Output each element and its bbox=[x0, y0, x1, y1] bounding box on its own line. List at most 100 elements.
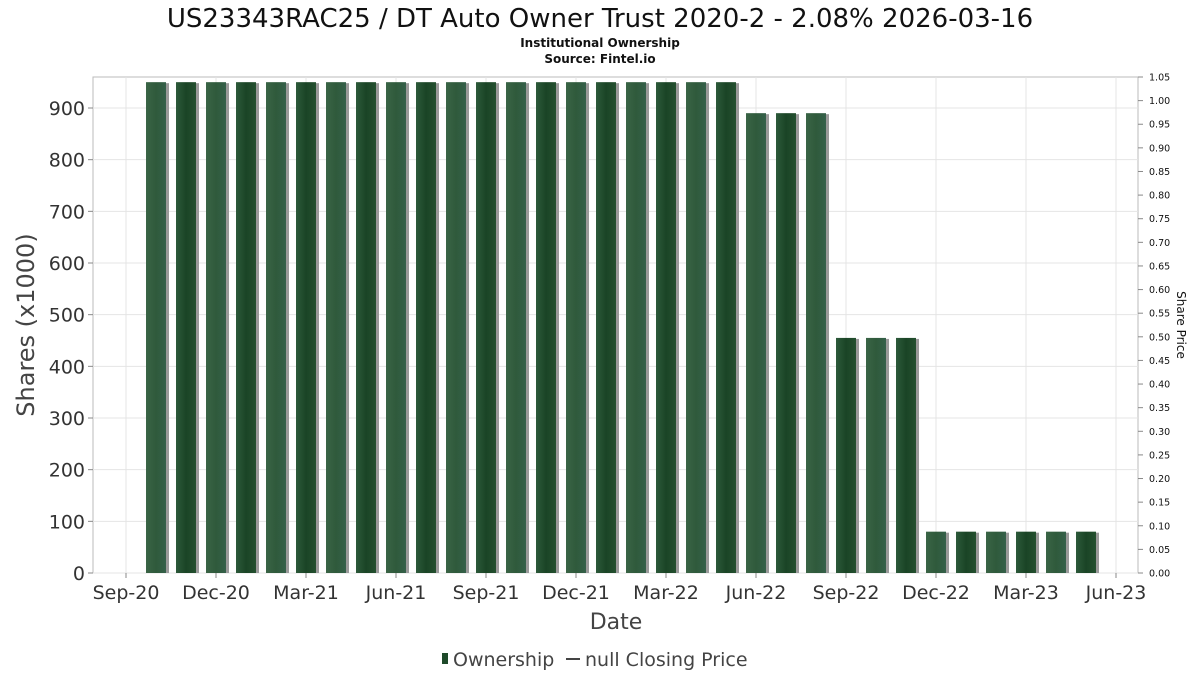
secondary-y-axis: 0.00 0.05 0.10 0.15 0.20 0.25 0.30 0.35 0.40 0.45… bbox=[1138, 73, 1170, 580]
x-tick-label: Sep-21 bbox=[453, 582, 520, 604]
y2-tick-label: 1.05 bbox=[1149, 73, 1170, 84]
bar-body bbox=[716, 82, 736, 574]
y2-tick-label: 0.60 bbox=[1149, 285, 1170, 296]
y-axis: 0 100 200 300 400 500 600 700 800 900 bbox=[49, 98, 93, 585]
bar-body bbox=[986, 531, 1006, 573]
bar-body bbox=[596, 82, 616, 574]
bar bbox=[416, 82, 439, 574]
bar bbox=[866, 337, 889, 573]
bar bbox=[1046, 531, 1069, 573]
bar-body bbox=[446, 82, 466, 574]
x-tick-label: Sep-20 bbox=[93, 582, 160, 604]
bar-body bbox=[776, 113, 796, 574]
y2-tick-label: 0.55 bbox=[1149, 309, 1170, 320]
y2-tick-label: 0.10 bbox=[1149, 521, 1170, 532]
y-tick-label: 300 bbox=[49, 408, 85, 430]
y2-tick-label: 1.00 bbox=[1149, 96, 1170, 107]
y-tick-label: 600 bbox=[49, 253, 85, 275]
bar-body bbox=[296, 82, 316, 574]
y-axis-label: Shares (x1000) bbox=[12, 233, 40, 416]
y-tick-label: 0 bbox=[73, 563, 85, 585]
legend-ownership-swatch bbox=[442, 653, 448, 664]
x-tick-label: Jun-23 bbox=[1085, 582, 1147, 604]
y2-tick-label: 0.75 bbox=[1149, 214, 1170, 225]
y2-tick-label: 0.00 bbox=[1149, 569, 1170, 580]
y2-tick-label: 0.20 bbox=[1149, 474, 1170, 485]
y2-tick-label: 0.80 bbox=[1149, 191, 1170, 202]
x-tick-label: Dec-20 bbox=[182, 582, 250, 604]
bar-body bbox=[566, 82, 586, 574]
bar bbox=[506, 82, 529, 574]
bar bbox=[626, 82, 649, 574]
x-axis-label: Date bbox=[590, 610, 643, 635]
secondary-y-axis-label: Share Price bbox=[1174, 291, 1188, 359]
x-tick-label: Mar-23 bbox=[993, 582, 1059, 604]
bar bbox=[296, 82, 319, 574]
bar bbox=[1076, 531, 1099, 573]
y-tick-label: 100 bbox=[49, 511, 85, 533]
bar bbox=[566, 82, 589, 574]
bar bbox=[1016, 531, 1039, 573]
bar bbox=[326, 82, 349, 574]
chart-subtitle-line-1: Institutional Ownership bbox=[520, 36, 680, 50]
x-tick-label: Sep-22 bbox=[813, 582, 880, 604]
bar-body bbox=[506, 82, 526, 574]
bar bbox=[896, 337, 919, 573]
bar-body bbox=[866, 337, 886, 573]
y2-tick-label: 0.90 bbox=[1149, 143, 1170, 154]
bar bbox=[956, 531, 979, 573]
y-tick-label: 200 bbox=[49, 460, 85, 482]
bar-body bbox=[956, 531, 976, 573]
chart-title: US23343RAC25 / DT Auto Owner Trust 2020-… bbox=[167, 4, 1033, 34]
bar bbox=[146, 82, 169, 574]
bar-body bbox=[386, 82, 406, 574]
x-tick-label: Mar-21 bbox=[273, 582, 339, 604]
y2-tick-label: 0.40 bbox=[1149, 380, 1170, 391]
y2-tick-label: 0.85 bbox=[1149, 167, 1170, 178]
bar bbox=[926, 531, 949, 573]
bar-body bbox=[1046, 531, 1066, 573]
bar-body bbox=[536, 82, 556, 574]
bar bbox=[746, 113, 769, 574]
bar-body bbox=[926, 531, 946, 573]
x-tick-label: Dec-22 bbox=[902, 582, 970, 604]
x-tick-label: Dec-21 bbox=[542, 582, 610, 604]
bar bbox=[716, 82, 739, 574]
bar-body bbox=[266, 82, 286, 574]
y-tick-label: 800 bbox=[49, 150, 85, 172]
bar-body bbox=[1076, 531, 1096, 573]
legend-closing-price-label: null Closing Price bbox=[585, 649, 748, 671]
y2-tick-label: 0.35 bbox=[1149, 403, 1170, 414]
bar bbox=[266, 82, 289, 574]
bar-body bbox=[476, 82, 496, 574]
bar-body bbox=[236, 82, 256, 574]
y-tick-label: 400 bbox=[49, 356, 85, 378]
bar bbox=[536, 82, 559, 574]
bar-body bbox=[146, 82, 166, 574]
legend-ownership-label: Ownership bbox=[453, 649, 554, 671]
x-tick-label: Mar-22 bbox=[633, 582, 699, 604]
bar-body bbox=[326, 82, 346, 574]
bar bbox=[476, 82, 499, 574]
bar-body bbox=[356, 82, 376, 574]
legend: Ownership null Closing Price bbox=[442, 649, 748, 671]
bar-body bbox=[656, 82, 676, 574]
y2-tick-label: 0.30 bbox=[1149, 427, 1170, 438]
bar bbox=[386, 82, 409, 574]
bars-group bbox=[146, 82, 1099, 574]
bar bbox=[176, 82, 199, 574]
bar bbox=[446, 82, 469, 574]
bar bbox=[776, 113, 799, 574]
y2-tick-label: 0.70 bbox=[1149, 238, 1170, 249]
bar-body bbox=[1016, 531, 1036, 573]
bar-body bbox=[896, 337, 916, 573]
bar-body bbox=[176, 82, 196, 574]
y2-tick-label: 0.95 bbox=[1149, 120, 1170, 131]
bar-body bbox=[206, 82, 226, 574]
bar-body bbox=[836, 337, 856, 573]
y2-tick-label: 0.05 bbox=[1149, 545, 1170, 556]
bar-body bbox=[746, 113, 766, 574]
bar bbox=[206, 82, 229, 574]
bar-body bbox=[686, 82, 706, 574]
